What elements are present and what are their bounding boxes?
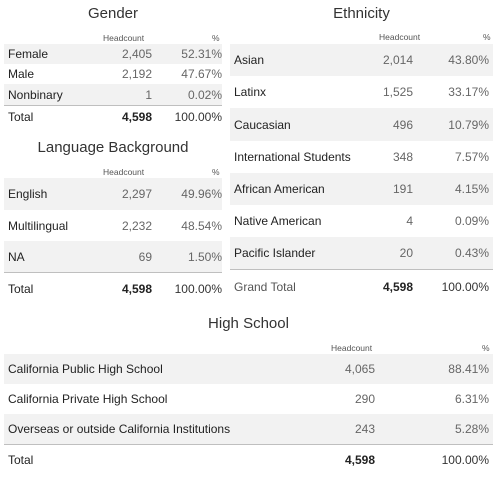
gender-row-total: Total 4,598 100.00% (4, 105, 222, 128)
row-label: Male (8, 67, 35, 81)
ethnicity-row-grand-total: Grand Total 4,598 100.00% (230, 269, 493, 303)
highschool-row-total: Total 4,598 100.00% (4, 444, 493, 475)
row-pct: 0.02% (187, 87, 222, 102)
row-label: Caucasian (234, 117, 291, 132)
row-label: Native American (234, 214, 322, 228)
row-pct: 0.43% (454, 246, 489, 260)
ethnicity-row-asian: Asian 2,014 43.80% (230, 44, 493, 76)
row-pct: 48.54% (181, 218, 222, 233)
highschool-pct-header: % (482, 343, 490, 353)
total-pct: 100.00% (441, 453, 489, 467)
row-label: English (8, 187, 48, 201)
row-pct: 4.15% (454, 182, 489, 196)
row-headcount: 348 (392, 150, 413, 164)
row-headcount: 2,297 (121, 187, 152, 201)
total-headcount: 4,598 (382, 279, 413, 294)
total-label: Total (8, 110, 34, 124)
row-label: California Public High School (8, 362, 163, 376)
row-label: NA (8, 249, 25, 264)
row-headcount: 2,192 (121, 67, 152, 81)
row-pct: 7.57% (454, 150, 489, 164)
row-label: Female (8, 47, 49, 61)
ethnicity-row-pacific-islander: Pacific Islander 20 0.43% (230, 237, 493, 269)
ethnicity-row-caucasian: Caucasian 496 10.79% (230, 108, 493, 141)
language-pct-header: % (212, 167, 220, 177)
gender-pct-header: % (212, 33, 220, 43)
row-headcount: 496 (392, 117, 413, 132)
row-headcount: 2,014 (382, 53, 413, 67)
highschool-title: High School (208, 315, 289, 332)
row-pct: 33.17% (448, 85, 489, 99)
ethnicity-row-native-american: Native American 4 0.09% (230, 205, 493, 237)
row-pct: 43.80% (448, 53, 489, 67)
total-label: Grand Total (234, 279, 296, 294)
row-headcount: 69 (138, 249, 152, 264)
row-headcount: 191 (392, 182, 413, 196)
row-pct: 52.31% (181, 47, 222, 61)
row-pct: 88.41% (448, 362, 489, 376)
row-pct: 10.79% (448, 117, 489, 132)
gender-row-female: Female 2,405 52.31% (4, 44, 222, 64)
language-row-total: Total 4,598 100.00% (4, 272, 222, 305)
row-pct: 6.31% (454, 392, 489, 406)
language-headcount-header: Headcount (103, 167, 145, 177)
language-title: Language Background (37, 139, 189, 156)
highschool-headcount-header: Headcount (331, 343, 373, 353)
ethnicity-panel: Ethnicity Headcount % Asian 2,014 43.80%… (230, 0, 493, 304)
highschool-row-private: California Private High School 290 6.31% (4, 384, 493, 414)
total-label: Total (8, 282, 34, 296)
row-pct: 1.50% (187, 249, 222, 264)
row-headcount: 4,065 (344, 362, 375, 376)
row-headcount: 290 (354, 392, 375, 406)
row-headcount: 2,405 (121, 47, 152, 61)
row-headcount: 243 (354, 422, 375, 436)
row-headcount: 2,232 (121, 218, 152, 233)
highschool-row-overseas: Overseas or outside California Instituti… (4, 414, 493, 444)
highschool-row-public: California Public High School 4,065 88.4… (4, 354, 493, 384)
language-row-english: English 2,297 49.96% (4, 178, 222, 210)
ethnicity-row-latinx: Latinx 1,525 33.17% (230, 76, 493, 108)
row-label: International Students (234, 150, 351, 164)
total-headcount: 4,598 (121, 282, 152, 296)
row-pct: 47.67% (181, 67, 222, 81)
row-label: Asian (234, 53, 265, 67)
row-label: Pacific Islander (234, 246, 316, 260)
ethnicity-headcount-header: Headcount (379, 32, 421, 42)
row-headcount: 20 (399, 246, 413, 260)
row-label: African American (234, 182, 325, 196)
row-label: Multilingual (8, 218, 69, 233)
row-headcount: 1 (145, 87, 152, 102)
row-label: Overseas or outside California Instituti… (8, 422, 231, 436)
ethnicity-pct-header: % (483, 32, 491, 42)
language-row-na: NA 69 1.50% (4, 241, 222, 272)
row-pct: 5.28% (454, 422, 489, 436)
row-pct: 0.09% (454, 214, 489, 228)
gender-headcount-header: Headcount (103, 33, 145, 43)
language-row-multilingual: Multilingual 2,232 48.54% (4, 210, 222, 241)
ethnicity-row-african-american: African American 191 4.15% (230, 173, 493, 205)
row-pct: 49.96% (181, 187, 222, 201)
row-label: California Private High School (8, 392, 168, 406)
ethnicity-row-international: International Students 348 7.57% (230, 141, 493, 173)
row-headcount: 4 (406, 214, 413, 228)
row-label: Latinx (234, 85, 267, 99)
total-pct: 100.00% (174, 110, 222, 124)
ethnicity-title: Ethnicity (333, 5, 390, 22)
row-label: Nonbinary (8, 87, 63, 102)
language-panel: Language Background Headcount % English … (4, 136, 222, 305)
highschool-panel: High School Headcount % California Publi… (4, 310, 493, 476)
total-pct: 100.00% (441, 279, 489, 294)
gender-row-male: Male 2,192 47.67% (4, 64, 222, 84)
total-headcount: 4,598 (121, 110, 152, 124)
row-headcount: 1,525 (382, 85, 413, 99)
gender-panel: Gender Headcount % Female 2,405 52.31% M… (4, 0, 222, 130)
total-headcount: 4,598 (344, 453, 375, 467)
total-label: Total (8, 453, 34, 467)
gender-title: Gender (87, 5, 139, 22)
total-pct: 100.00% (174, 282, 222, 296)
gender-row-nonbinary: Nonbinary 1 0.02% (4, 84, 222, 105)
